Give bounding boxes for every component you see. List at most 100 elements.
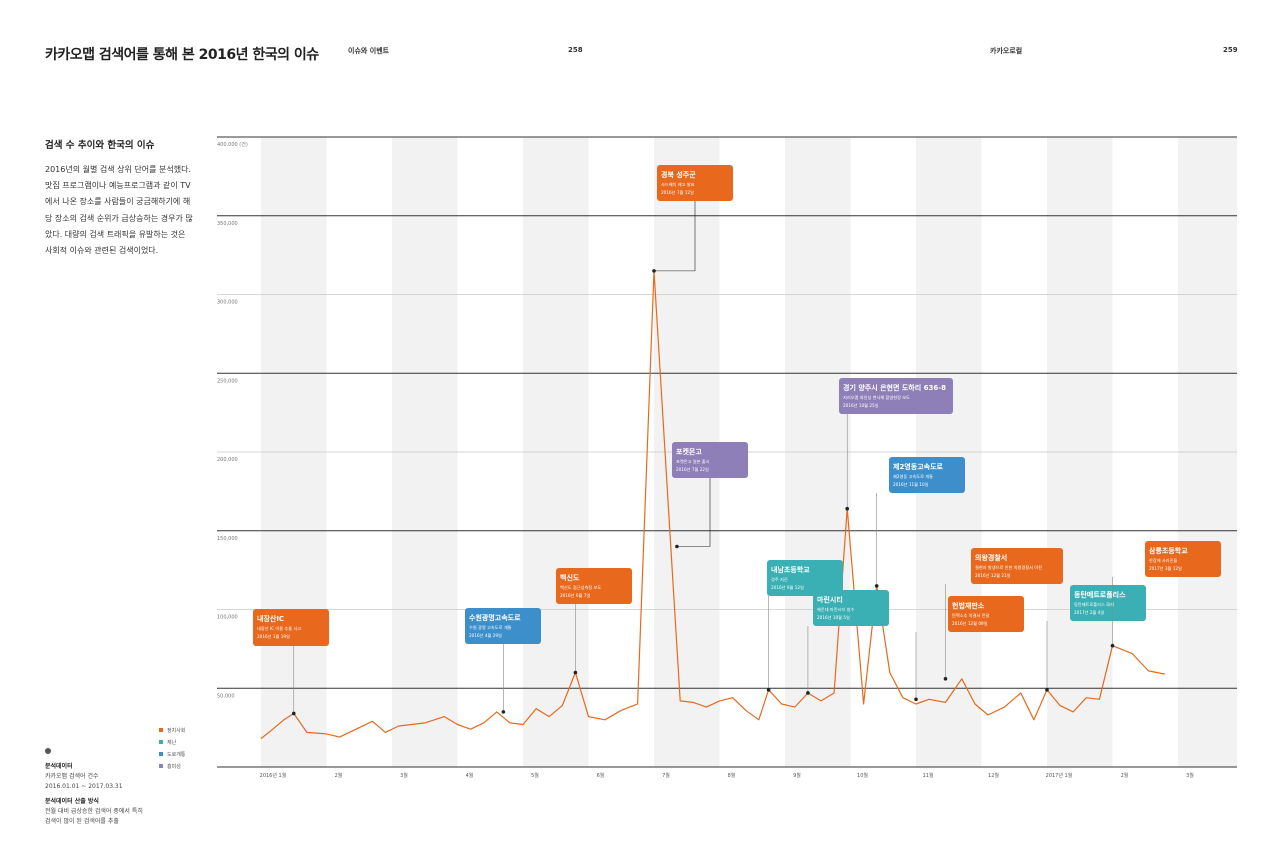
x-tick-label: 2월 <box>1121 772 1129 779</box>
y-tick-label: 300,000 <box>217 300 238 306</box>
section-title: 검색 수 추이와 한국의 이슈 <box>45 140 155 151</box>
y-tick-label: 50,000 <box>217 693 235 699</box>
legend-item: 흥미성 <box>159 760 185 772</box>
annotation-desc: 결현자 발생으로 인한 의왕경찰서 이전 <box>975 564 1042 571</box>
data-point <box>1045 688 1049 692</box>
section-description: 2016년의 월별 검색 상위 단어를 분석했다. 맛집 프로그램이나 예능프로… <box>45 165 193 256</box>
annotation-date: 2016년 12월 09일 <box>952 620 988 627</box>
annotation-date: 2017년 2월 4일 <box>1074 609 1104 616</box>
annotation-date: 2016년 10월 25일 <box>843 402 879 409</box>
data-point <box>675 544 679 549</box>
method-value: 검색이 많이 된 검색어를 추출 <box>45 818 119 825</box>
data-point <box>766 688 771 692</box>
data-point <box>874 584 879 588</box>
page-number-left: 258 <box>568 46 583 54</box>
data-info: 분석데이터 카카오맵 검색어 건수 2016.01.01 ~ 2017.03.3… <box>45 748 143 827</box>
annotation-box <box>839 378 953 414</box>
annotation-title: 삼릉초등학교 <box>1149 546 1188 555</box>
legend-label: 흥미성 <box>167 763 181 770</box>
x-tick-label: 3월 <box>1186 772 1194 779</box>
legend-swatch <box>159 752 163 756</box>
page-number-right: 259 <box>1223 46 1238 54</box>
annotation-title: 경북 성주군 <box>661 170 696 179</box>
annotation-date: 2016년 4월 29일 <box>469 632 502 639</box>
x-tick-label: 2016년 1월 <box>260 772 287 779</box>
x-tick-label: 3월 <box>400 772 408 779</box>
annotation-box <box>767 560 843 596</box>
annotation-desc: 내장산 IC 이용 추돌 사고 <box>257 625 301 632</box>
x-tick-label: 5월 <box>531 772 539 779</box>
annotation-box <box>948 596 1024 632</box>
annotation-box <box>657 165 733 201</box>
annotation-title: 제2영동고속도로 <box>893 462 944 471</box>
data-point <box>806 691 810 695</box>
annotation-date: 2017년 3월 12일 <box>1149 565 1182 572</box>
x-tick-label: 4월 <box>466 772 474 779</box>
y-tick-label: 100,000 <box>217 615 238 621</box>
x-tick-label: 8월 <box>728 772 736 779</box>
data-point <box>652 269 656 273</box>
annotation-date: 2016년 7월 22일 <box>676 466 709 473</box>
annotation-desc: 사드배치 배고 발표 <box>661 181 695 188</box>
annotation-title: 포켓몬고 <box>676 447 702 456</box>
annotation-desc: 탄핵소추 의결서 전달 <box>952 612 989 619</box>
annotation: 경기 양주시 은현면 도하리 636-8 지리오맵 외인성 변사체 촬영현장 보도… <box>839 378 953 511</box>
annotation-title: 동탄메트로폴리스 <box>1074 590 1126 599</box>
annotation-title: 백신도 <box>560 573 580 582</box>
annotation-title: 경기 양주시 은현면 도하리 636-8 <box>843 383 946 392</box>
y-tick-label: 150,000 <box>217 536 238 542</box>
annotation-title: 헌법재판소 <box>952 601 985 610</box>
y-tick-label: 350,000 <box>217 221 238 227</box>
annotation-desc: 해운대 마린시티 침수 <box>817 606 854 613</box>
page-title: 카카오맵 검색어를 통해 본 2016년 한국의 이슈 <box>45 47 319 63</box>
annotation-title: 수원광명고속도로 <box>469 613 521 622</box>
method-label: 분석데이터 산출 방식 <box>45 798 99 805</box>
legend-label: 정치사회 <box>167 727 186 734</box>
annotation-desc: 포켓몬고 일본 출시 <box>676 458 710 465</box>
y-tick-label: 200,000 <box>217 457 238 463</box>
data-point <box>1110 643 1115 648</box>
method-value: 전월 대비 급상승한 검색어 중에서 특히 <box>45 808 143 815</box>
legend: 정치사회 재난 도로개통 흥미성 <box>159 724 185 772</box>
legend-item: 재난 <box>159 736 185 748</box>
legend-swatch <box>159 728 163 732</box>
annotation-title: 내남초등학교 <box>771 565 810 574</box>
y-tick-label: 400,000 (건) <box>217 141 248 148</box>
x-tick-label: 2월 <box>335 772 343 779</box>
x-tick-label: 12월 <box>988 772 999 779</box>
annotation-box <box>889 457 965 493</box>
annotation-desc: 한강에 사라진들 <box>1149 557 1177 564</box>
x-tick-label: 7월 <box>662 772 670 779</box>
annotation-desc: 지리오맵 외인성 변사체 촬영현장 보도 <box>843 394 910 401</box>
annotation-box <box>1145 541 1221 577</box>
annotation-date: 2016년 6월 7일 <box>560 592 590 599</box>
annotation-box <box>465 608 541 644</box>
annotation-date: 2016년 10월 5일 <box>817 614 850 621</box>
series-line <box>260 270 1166 740</box>
annotation-title: 내장산IC <box>257 614 284 623</box>
annotation-box <box>1070 585 1146 621</box>
data-point <box>501 710 506 714</box>
legend-swatch <box>159 764 163 768</box>
data-point <box>943 677 948 681</box>
data-point <box>573 670 578 675</box>
legend-item: 도로개통 <box>159 748 185 760</box>
annotation-desc: 수원 광명 고속도로 개통 <box>469 624 512 631</box>
annotation-title: 마린시티 <box>817 595 843 604</box>
annotation-desc: 경주 지진 <box>771 576 788 583</box>
annotation-desc: 제2영동 고속도로 개통 <box>893 473 933 480</box>
x-tick-label: 11월 <box>923 772 934 779</box>
annotation-box <box>813 590 889 626</box>
x-tick-label: 6월 <box>597 772 605 779</box>
data-info-value: 카카오맵 검색어 건수 <box>45 773 99 780</box>
x-tick-label: 2017년 1월 <box>1046 772 1073 779</box>
